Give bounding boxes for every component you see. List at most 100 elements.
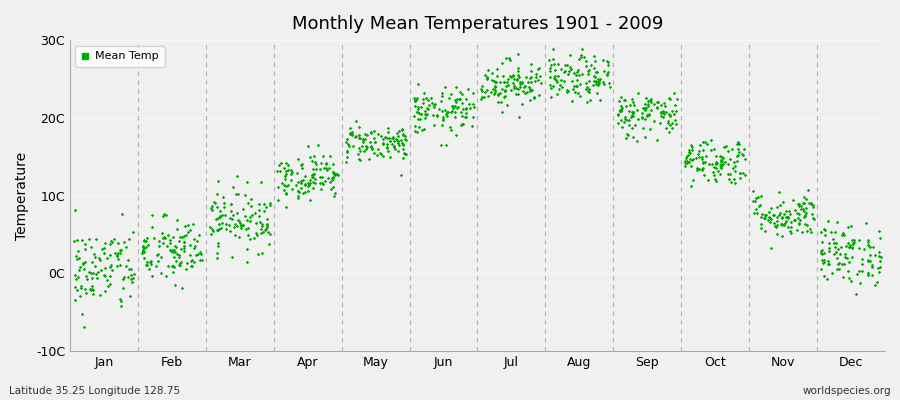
- Point: [76, 266, 91, 273]
- Point: [843, 242, 858, 248]
- Point: [500, 102, 515, 108]
- Point: [531, 77, 545, 84]
- Point: [780, 214, 795, 220]
- Point: [352, 124, 366, 130]
- Point: [706, 164, 721, 170]
- Point: [746, 187, 760, 194]
- Point: [509, 91, 524, 98]
- Point: [373, 150, 387, 156]
- Point: [260, 222, 274, 228]
- Point: [574, 54, 589, 60]
- Point: [96, 250, 111, 256]
- Point: [70, 256, 85, 262]
- Point: [260, 220, 274, 227]
- Point: [233, 224, 248, 231]
- Point: [772, 202, 787, 208]
- Point: [684, 147, 698, 153]
- Point: [326, 169, 340, 175]
- Point: [413, 104, 428, 110]
- Point: [175, 234, 189, 240]
- Point: [837, 232, 851, 238]
- Point: [832, 251, 847, 257]
- Point: [156, 234, 170, 241]
- Point: [240, 217, 255, 224]
- Point: [254, 226, 268, 232]
- Point: [375, 140, 390, 146]
- Point: [436, 92, 450, 99]
- Point: [140, 262, 155, 268]
- Point: [173, 260, 187, 266]
- Point: [86, 286, 100, 292]
- Point: [500, 79, 514, 86]
- Point: [244, 196, 258, 202]
- Point: [714, 162, 728, 169]
- Point: [449, 98, 464, 105]
- Point: [315, 152, 329, 159]
- Point: [865, 261, 879, 268]
- Point: [444, 127, 458, 133]
- Point: [475, 94, 490, 100]
- Point: [327, 193, 341, 199]
- Point: [797, 194, 812, 200]
- Point: [622, 122, 636, 128]
- Point: [686, 177, 700, 184]
- Point: [624, 113, 638, 120]
- Point: [580, 84, 594, 90]
- Point: [136, 248, 150, 254]
- Point: [546, 82, 561, 89]
- Point: [306, 179, 320, 186]
- Point: [814, 266, 828, 272]
- Point: [121, 257, 135, 264]
- Point: [659, 108, 673, 115]
- Point: [349, 133, 364, 140]
- Point: [779, 214, 794, 220]
- Point: [817, 273, 832, 279]
- Point: [728, 168, 742, 174]
- Point: [682, 146, 697, 153]
- Point: [412, 109, 427, 116]
- Point: [705, 160, 719, 167]
- Point: [212, 178, 226, 184]
- Point: [733, 170, 747, 176]
- Point: [228, 232, 242, 239]
- Point: [798, 212, 813, 218]
- Point: [432, 106, 446, 112]
- Point: [305, 158, 320, 164]
- Point: [428, 101, 443, 107]
- Point: [482, 93, 496, 99]
- Point: [421, 106, 436, 112]
- Point: [210, 191, 224, 198]
- Point: [502, 55, 517, 61]
- Point: [144, 258, 158, 264]
- Point: [454, 100, 469, 106]
- Point: [78, 240, 93, 247]
- Point: [696, 147, 710, 153]
- Point: [553, 85, 567, 92]
- Point: [170, 216, 184, 223]
- Point: [484, 89, 499, 95]
- Point: [510, 64, 525, 71]
- Point: [418, 115, 432, 121]
- Point: [872, 269, 886, 275]
- Point: [726, 164, 741, 171]
- Point: [770, 231, 784, 238]
- Point: [392, 138, 406, 144]
- Point: [682, 148, 697, 155]
- Point: [503, 73, 517, 79]
- Point: [364, 143, 378, 150]
- Point: [581, 89, 596, 95]
- Point: [309, 176, 323, 182]
- Point: [326, 161, 340, 168]
- Point: [352, 144, 366, 151]
- Point: [136, 247, 150, 253]
- Point: [219, 226, 233, 232]
- Point: [116, 285, 130, 292]
- Point: [188, 252, 202, 258]
- Point: [169, 226, 184, 232]
- Point: [579, 80, 593, 86]
- Point: [357, 131, 372, 137]
- Point: [121, 274, 135, 281]
- Point: [233, 220, 248, 226]
- Point: [680, 153, 694, 160]
- Point: [838, 250, 852, 257]
